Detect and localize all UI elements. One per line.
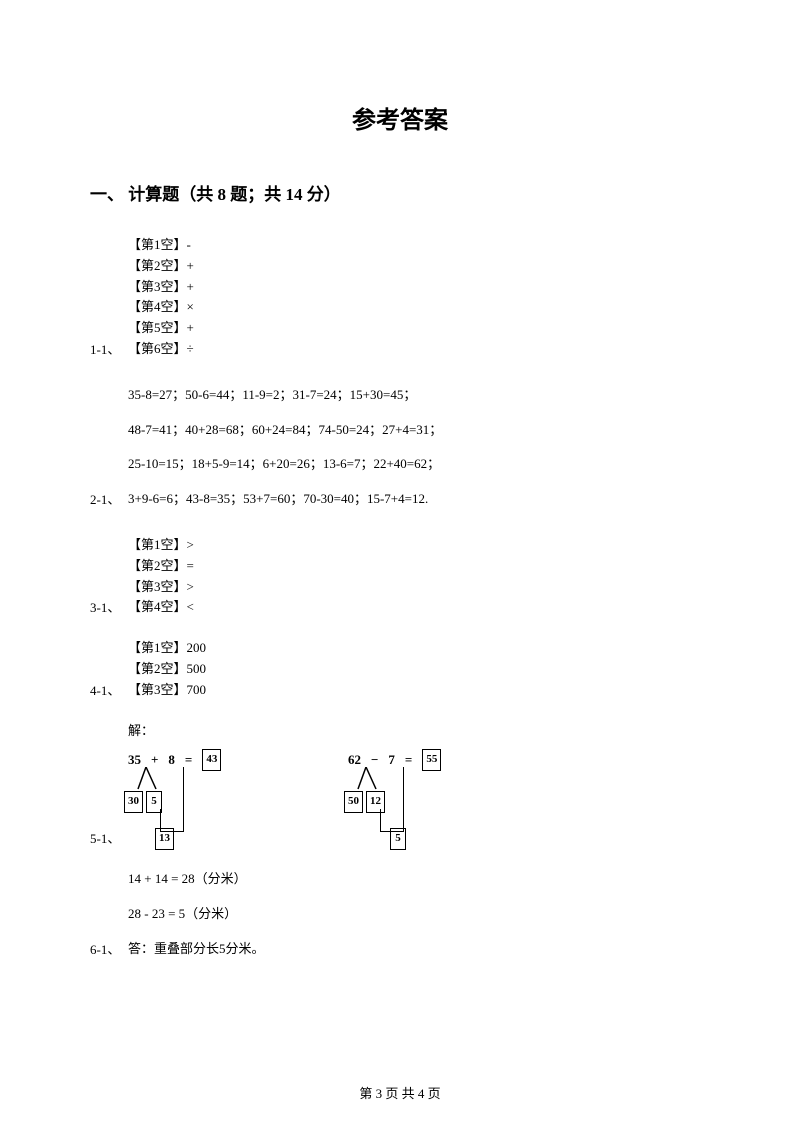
answer-line: 【第3空】700 xyxy=(128,680,206,701)
answer-line: 【第3空】> xyxy=(128,577,194,598)
operand: 8 xyxy=(168,750,175,771)
answer-line: 14 + 14 = 28（分米） xyxy=(128,869,265,890)
q-number: 3-1、 xyxy=(90,597,128,618)
bottom-box: 13 xyxy=(155,828,174,850)
answer-4: 4-1、 【第1空】200 【第2空】500 【第3空】700 xyxy=(90,638,710,700)
answer-line: 25-10=15；18+5-9=14；6+20=26；13-6=7；22+40=… xyxy=(128,454,442,475)
answer-line: 【第3空】+ xyxy=(128,277,194,298)
equals: = xyxy=(185,750,192,771)
section-header: 一、 计算题（共 8 题；共 14 分） xyxy=(90,180,710,205)
split-lines-icon xyxy=(356,767,386,791)
vert-line xyxy=(403,767,404,831)
answer-line: 【第1空】> xyxy=(128,535,194,556)
solve-label: 解： xyxy=(128,721,498,742)
result-box: 55 xyxy=(422,749,441,771)
answer-content: 【第1空】> 【第2空】= 【第3空】> 【第4空】< xyxy=(128,535,194,618)
split-lines-icon xyxy=(136,767,166,791)
bottom-result: 13 xyxy=(155,827,174,850)
split-box: 30 xyxy=(124,791,143,813)
answer-5: 5-1、 解： 35 + 8 = 43 30 5 xyxy=(90,721,710,850)
answer-line: 【第4空】< xyxy=(128,597,194,618)
answer-6: 6-1、 14 + 14 = 28（分米） 28 - 23 = 5（分米） 答：… xyxy=(90,869,710,959)
answer-line: 【第5空】+ xyxy=(128,318,194,339)
q-number: 6-1、 xyxy=(90,939,128,960)
split-box: 50 xyxy=(344,791,363,813)
answer-3: 3-1、 【第1空】> 【第2空】= 【第3空】> 【第4空】< xyxy=(90,535,710,618)
answer-line: 【第2空】500 xyxy=(128,659,206,680)
answer-content: 【第1空】200 【第2空】500 【第3空】700 xyxy=(128,638,206,700)
answer-1: 1-1、 【第1空】- 【第2空】+ 【第3空】+ 【第4空】× 【第5空】+ … xyxy=(90,235,710,360)
answer-line: 35-8=27；50-6=44；11-9=2；31-7=24；15+30=45； xyxy=(128,385,442,406)
answer-line: 3+9-6=6；43-8=35；53+7=60；70-30=40；15-7+4=… xyxy=(128,489,442,510)
bottom-result: 5 xyxy=(390,827,406,850)
result-box: 43 xyxy=(202,749,221,771)
answer-content: 35-8=27；50-6=44；11-9=2；31-7=24；15+30=45；… xyxy=(128,385,442,510)
bottom-box: 5 xyxy=(390,828,406,850)
page-footer: 第 3 页 共 4 页 xyxy=(0,1083,800,1102)
answer-line: 48-7=41；40+28=68；60+24=84；74-50=24；27+4=… xyxy=(128,420,442,441)
answer-line: 【第1空】- xyxy=(128,235,194,256)
answer-line: 【第6空】÷ xyxy=(128,339,194,360)
answer-content: 【第1空】- 【第2空】+ 【第3空】+ 【第4空】× 【第5空】+ 【第6空】… xyxy=(128,235,194,360)
q-number: 4-1、 xyxy=(90,680,128,701)
answer-line: 【第1空】200 xyxy=(128,638,206,659)
equals: = xyxy=(405,750,412,771)
answer-line: 【第2空】= xyxy=(128,556,194,577)
q-number: 1-1、 xyxy=(90,339,128,360)
calc-diagram-2: 62 − 7 = 55 50 12 5 xyxy=(348,749,498,849)
operand: 7 xyxy=(388,750,395,771)
page-title: 参考答案 xyxy=(90,100,710,135)
answer-content: 14 + 14 = 28（分米） 28 - 23 = 5（分米） 答：重叠部分长… xyxy=(128,869,265,959)
diagram-row: 35 + 8 = 43 30 5 13 xyxy=(128,749,498,849)
box-pair: 30 5 xyxy=(124,791,162,813)
answer-line: 28 - 23 = 5（分米） xyxy=(128,904,265,925)
box-pair: 50 12 xyxy=(344,791,385,813)
vert-line xyxy=(183,767,184,831)
answer-content: 解： 35 + 8 = 43 30 5 xyxy=(128,721,498,850)
calc-diagram-1: 35 + 8 = 43 30 5 13 xyxy=(128,749,278,849)
answer-line: 【第4空】× xyxy=(128,297,194,318)
split-box: 12 xyxy=(366,791,385,813)
q-number: 2-1、 xyxy=(90,489,128,510)
vert-line xyxy=(380,809,381,831)
answer-line: 【第2空】+ xyxy=(128,256,194,277)
answer-2: 2-1、 35-8=27；50-6=44；11-9=2；31-7=24；15+3… xyxy=(90,385,710,510)
q-number: 5-1、 xyxy=(90,828,128,849)
answer-line: 答：重叠部分长5分米。 xyxy=(128,939,265,960)
